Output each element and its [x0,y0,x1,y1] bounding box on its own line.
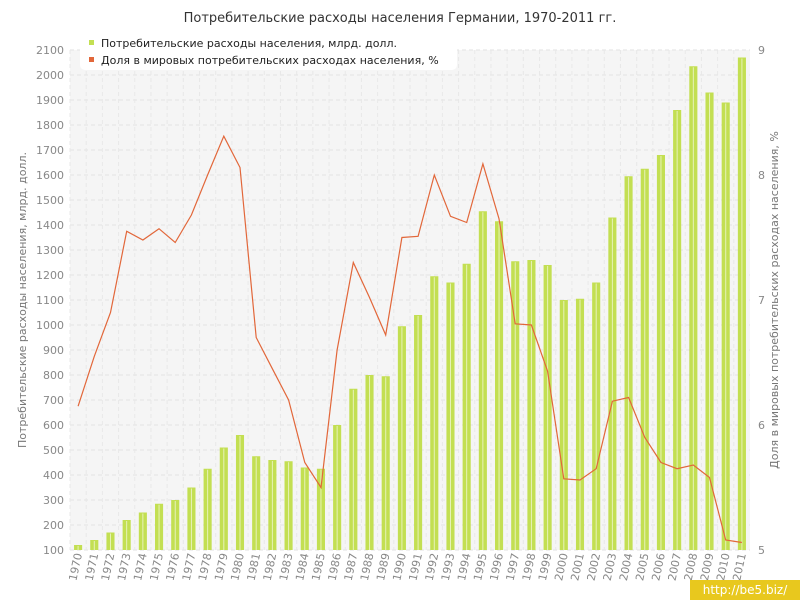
y-tick-label: 500 [43,444,64,457]
y-tick-label: 1400 [36,219,64,232]
chart-title: Потребительские расходы населения Герман… [184,11,617,26]
x-tick-label: 1984 [293,552,312,582]
x-tick-label: 1992 [423,552,442,582]
x-tick-label: 1975 [147,552,166,582]
y-tick-label: 1000 [36,319,64,332]
y-tick-label: 1900 [36,94,64,107]
x-tick-label: 1976 [164,552,183,582]
y-axis-label: Потребительские расходы населения, млрд.… [16,152,29,448]
y-tick-label: 1100 [36,294,64,307]
x-tick-label: 1978 [196,552,215,582]
x-tick-label: 1989 [374,552,393,582]
legend: Потребительские расходы населения, млрд.… [80,35,457,70]
bar-series [74,57,746,550]
x-axis-ticks: 1970197119721973197419751976197719781979… [66,552,748,582]
x-tick-label: 2005 [633,552,652,582]
watermark: http://be5.biz/ [690,580,800,600]
legend-box [80,35,457,70]
x-tick-label: 2011 [730,552,749,582]
x-tick-label: 1999 [536,552,555,582]
y-tick-label: 2100 [36,44,64,57]
x-tick-label: 1972 [99,552,118,582]
x-tick-label: 1998 [520,552,539,582]
x-tick-label: 1990 [390,552,409,582]
share-line [77,134,742,544]
x-tick-label: 1973 [115,552,134,582]
y-tick-label: 1600 [36,169,64,182]
x-tick-label: 2010 [714,552,733,582]
x-tick-label: 1971 [83,552,102,582]
y2-tick-label: 9 [758,44,765,57]
y-tick-label: 800 [43,369,64,382]
y-tick-label: 2000 [36,69,64,82]
x-tick-label: 2000 [552,552,571,582]
x-tick-label: 2001 [568,552,587,582]
x-tick-label: 1985 [309,552,328,582]
x-tick-label: 1995 [471,552,490,582]
x-tick-label: 2007 [666,552,685,582]
x-tick-label: 2002 [585,552,604,582]
x-tick-label: 1970 [66,552,85,582]
legend-label-spending: Потребительские расходы населения, млрд.… [101,37,397,50]
y2-tick-label: 7 [758,294,765,307]
y-tick-label: 100 [43,544,64,557]
x-tick-label: 1983 [277,552,296,582]
y-tick-label: 1800 [36,119,64,132]
x-tick-label: 1993 [439,552,458,582]
x-tick-label: 2008 [682,552,701,582]
right-axis-ticks: 5 6 7 8 9 [758,44,765,557]
y-tick-label: 700 [43,394,64,407]
x-tick-label: 1979 [212,552,231,582]
x-tick-label: 1988 [358,552,377,582]
x-tick-label: 1981 [245,552,264,582]
legend-swatch-spending [89,40,94,45]
y2-axis-label: Доля в мировых потребительских расходах … [768,131,781,469]
x-tick-label: 2006 [649,552,668,582]
y-tick-label: 600 [43,419,64,432]
y-tick-label: 1300 [36,244,64,257]
x-tick-label: 2009 [698,552,717,582]
x-tick-label: 1996 [487,552,506,582]
legend-swatch-share [89,57,94,62]
y-tick-label: 900 [43,344,64,357]
x-tick-label: 1987 [342,552,361,582]
grid [69,49,750,551]
y2-tick-label: 6 [758,419,765,432]
y2-tick-label: 5 [758,544,765,557]
x-tick-label: 1997 [504,552,523,582]
y-tick-label: 1700 [36,144,64,157]
legend-label-share: Доля в мировых потребительских расходах … [101,54,439,67]
x-tick-label: 1986 [326,552,345,582]
x-tick-label: 1994 [455,552,474,582]
y-tick-label: 400 [43,469,64,482]
x-tick-label: 2003 [601,552,620,582]
x-tick-label: 2004 [617,552,636,582]
y-tick-label: 200 [43,519,64,532]
x-tick-label: 1991 [406,552,425,582]
x-tick-label: 1980 [228,552,247,582]
left-axis-ticks: 100 200 300 400 500 600 700 800 900 1000 1100 1200 1… [36,44,64,557]
x-tick-label: 1974 [131,552,150,582]
x-tick-label: 1977 [180,552,199,582]
y2-tick-label: 8 [758,169,765,182]
y-tick-label: 1200 [36,269,64,282]
y-tick-label: 300 [43,494,64,507]
y-tick-label: 1500 [36,194,64,207]
x-tick-label: 1982 [261,552,280,582]
